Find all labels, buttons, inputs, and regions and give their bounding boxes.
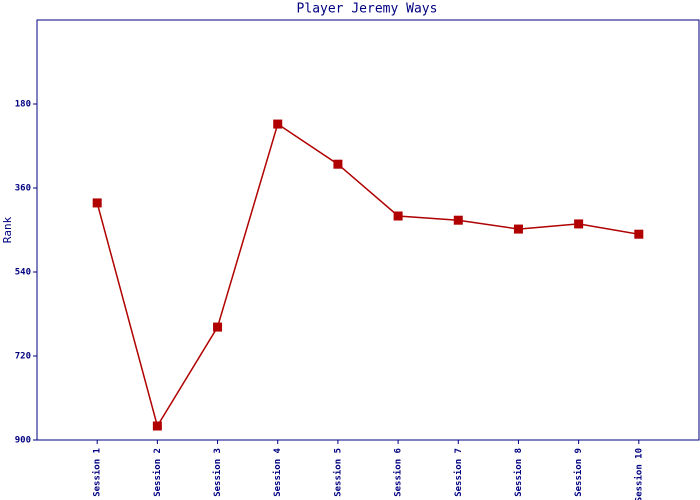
y-tick-label: 360 bbox=[15, 184, 31, 194]
x-tick-label: Session 8 bbox=[513, 448, 524, 497]
point-marker bbox=[92, 198, 102, 208]
x-tick-label: Session 7 bbox=[453, 448, 464, 497]
x-tick-label: Session 10 bbox=[633, 448, 644, 500]
y-tick-label: 180 bbox=[15, 100, 31, 110]
series-line bbox=[96, 122, 639, 428]
point-marker bbox=[213, 322, 223, 332]
x-tick-label: Session 4 bbox=[272, 447, 283, 496]
point-marker bbox=[634, 229, 644, 239]
y-axis-label: Rank bbox=[1, 216, 14, 243]
point-marker bbox=[574, 219, 584, 229]
x-tick-label: Session 1 bbox=[92, 448, 103, 497]
y-tick-label: 900 bbox=[15, 436, 31, 446]
point-marker bbox=[273, 119, 283, 129]
point-marker bbox=[513, 224, 523, 234]
x-tick-label: Session 2 bbox=[152, 448, 163, 497]
plot-frame bbox=[36, 19, 700, 441]
x-tick-label: Session 6 bbox=[393, 448, 404, 497]
y-tick-label: 540 bbox=[15, 268, 31, 278]
y-tick-label: 720 bbox=[15, 352, 31, 362]
point-marker bbox=[333, 159, 343, 169]
x-tick-label: Session 9 bbox=[573, 448, 584, 497]
x-tick-label: Session 5 bbox=[332, 448, 343, 497]
point-marker bbox=[152, 421, 162, 431]
point-marker bbox=[393, 211, 403, 221]
x-tick-label: Session 3 bbox=[212, 448, 223, 497]
chart-title: Player Jeremy Ways bbox=[297, 2, 438, 17]
point-marker bbox=[453, 215, 463, 225]
